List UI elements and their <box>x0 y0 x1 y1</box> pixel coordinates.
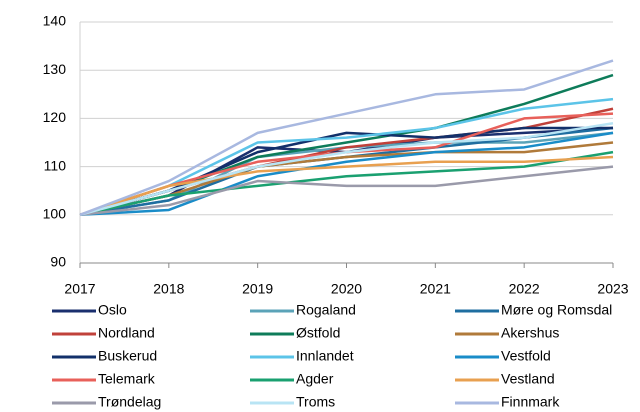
legend-label: Akershus <box>501 325 559 341</box>
x-tick-label: 2020 <box>331 281 362 297</box>
legend-label: Rogaland <box>296 302 356 318</box>
legend-label: Oslo <box>98 302 127 318</box>
legend-label: Trøndelag <box>98 394 161 410</box>
x-tick-label: 2023 <box>597 281 628 297</box>
legend-label: Agder <box>296 371 334 387</box>
x-tick-label: 2018 <box>153 281 184 297</box>
y-tick-label: 120 <box>43 109 67 125</box>
x-tick-label: 2022 <box>509 281 540 297</box>
legend-label: Buskerud <box>98 348 157 364</box>
legend-label: Østfold <box>296 325 340 341</box>
legend-label: Møre og Romsdal <box>501 302 612 318</box>
x-tick-label: 2019 <box>242 281 273 297</box>
y-tick-label: 100 <box>43 206 67 222</box>
series-line <box>79 155 614 216</box>
series-line <box>79 121 614 217</box>
legend-label: Vestland <box>501 371 555 387</box>
x-tick-label: 2021 <box>420 281 451 297</box>
legend-label: Nordland <box>98 325 155 341</box>
x-tick-label: 2017 <box>64 281 95 297</box>
y-tick-label: 140 <box>43 13 67 29</box>
legend-label: Troms <box>296 394 335 410</box>
series-line <box>79 165 614 217</box>
y-tick-label: 130 <box>43 61 67 77</box>
legend-label: Innlandet <box>296 348 354 364</box>
series-line <box>79 131 614 217</box>
series-line <box>79 59 614 216</box>
legend-label: Telemark <box>98 371 156 387</box>
legend-label: Vestfold <box>501 348 551 364</box>
y-tick-label: 110 <box>44 157 67 173</box>
series-line <box>79 150 614 217</box>
y-tick-label: 90 <box>50 254 66 270</box>
legend-label: Finnmark <box>501 394 560 410</box>
